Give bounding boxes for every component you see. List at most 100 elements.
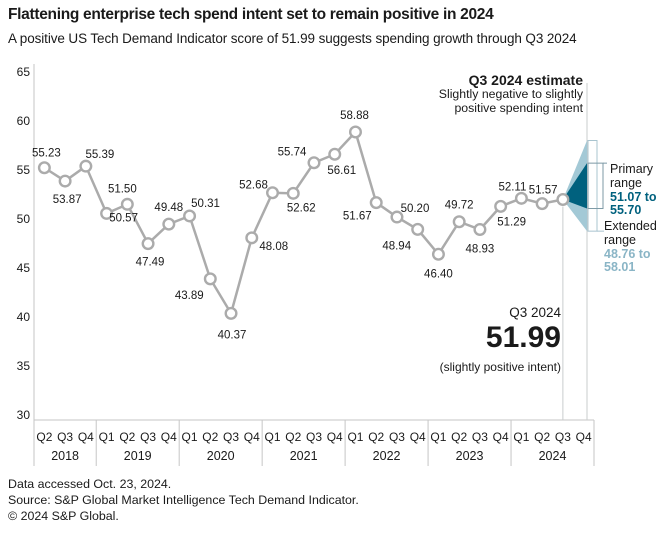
data-point (58, 174, 72, 188)
data-point-label: 48.93 (466, 243, 495, 255)
data-point (535, 197, 549, 211)
data-point-label: 48.08 (259, 241, 288, 253)
data-point (203, 272, 217, 286)
extended-range-legend: Extended range 48.76 to 58.01 (604, 219, 660, 275)
x-quarter-label: Q3 (223, 430, 239, 444)
data-point (514, 191, 528, 205)
x-quarter-label: Q2 (285, 430, 301, 444)
x-year-label: 2020 (207, 449, 235, 463)
estimate-callout: Q3 2024 51.99 (slightly positive intent) (440, 305, 561, 374)
data-point (224, 306, 238, 320)
data-point (556, 192, 570, 206)
data-point (473, 222, 487, 236)
primary-range-label: Primary range (610, 162, 654, 190)
x-quarter-label: Q4 (410, 430, 426, 444)
data-point-label: 47.49 (136, 257, 165, 269)
y-tick-label: 45 (17, 261, 31, 275)
x-quarter-label: Q4 (493, 430, 509, 444)
x-quarter-label: Q1 (182, 430, 198, 444)
x-quarter-label: Q2 (534, 430, 550, 444)
primary-range-bracket (587, 162, 604, 210)
data-point-label: 58.88 (340, 110, 369, 122)
data-point (369, 196, 383, 210)
estimate-annotation-line2: positive spending intent (454, 100, 583, 115)
footer-source: Source: S&P Global Market Intelligence T… (8, 493, 359, 507)
estimate-annotation-heading: Q3 2024 estimate (468, 72, 583, 88)
callout-note: (slightly positive intent) (439, 360, 561, 374)
x-year-label: 2024 (539, 449, 567, 463)
x-year-label: 2023 (456, 449, 484, 463)
extended-range-bracket (587, 140, 598, 232)
x-quarter-label: Q1 (347, 430, 363, 444)
x-quarter-label: Q1 (430, 430, 446, 444)
data-point-label: 52.11 (498, 181, 526, 193)
y-tick-label: 50 (17, 212, 31, 226)
x-quarter-label: Q2 (368, 430, 384, 444)
x-year-label: 2021 (290, 449, 318, 463)
y-tick-label: 65 (17, 65, 31, 79)
data-point (37, 161, 51, 175)
y-tick-label: 55 (17, 163, 31, 177)
data-point-label: 55.23 (32, 148, 61, 160)
data-point-label: 50.20 (401, 203, 430, 215)
data-point-label: 49.48 (154, 202, 183, 214)
data-point (245, 231, 259, 245)
data-point (162, 217, 176, 231)
extended-range-label: Extended range (604, 219, 657, 247)
x-quarter-label: Q2 (451, 430, 467, 444)
x-quarter-label: Q4 (161, 430, 177, 444)
data-point-label: 55.74 (278, 147, 307, 159)
y-tick-label: 30 (17, 408, 31, 422)
data-point (183, 209, 197, 223)
callout-quarter: Q3 2024 (509, 305, 561, 320)
x-quarter-label: Q3 (57, 430, 73, 444)
primary-range-legend: Primary range 51.07 to 55.70 (610, 162, 660, 218)
data-point-label: 50.31 (191, 198, 220, 210)
primary-range-values: 51.07 to 55.70 (610, 189, 657, 218)
data-point (431, 247, 445, 261)
data-point (286, 186, 300, 200)
data-point-label: 51.50 (108, 183, 137, 195)
footer-copyright: © 2024 S&P Global. (8, 509, 119, 523)
data-point (266, 186, 280, 200)
x-quarter-label: Q1 (265, 430, 281, 444)
data-point-label: 46.40 (424, 268, 453, 280)
data-point-label: 53.87 (53, 194, 82, 206)
callout-value: 51.99 (485, 321, 561, 354)
x-quarter-label: Q3 (140, 430, 156, 444)
estimate-annotation-line1: Slightly negative to slightly (438, 87, 583, 101)
x-quarter-label: Q2 (36, 430, 52, 444)
x-quarter-label: Q2 (119, 430, 135, 444)
chart-subtitle: A positive US Tech Demand Indicator scor… (8, 31, 577, 46)
data-point (328, 147, 342, 161)
data-point (452, 215, 466, 229)
footer-accessed: Data accessed Oct. 23, 2024. (8, 477, 172, 491)
data-point (307, 156, 321, 170)
x-quarter-label: Q4 (327, 430, 343, 444)
x-quarter-label: Q4 (78, 430, 94, 444)
data-point-label: 56.61 (327, 165, 356, 177)
chart-canvas: 65 60 55 50 45 40 35 30 Q2 Q3 Q4 2018 Q1 Q2 Q3 Q4 2019 Q1… (17, 64, 607, 466)
x-quarter-label: Q2 (202, 430, 218, 444)
data-point (79, 159, 93, 173)
footer: Data accessed Oct. 23, 2024. Source: S&P… (8, 476, 359, 524)
data-point-label: 43.89 (175, 290, 204, 302)
data-point (494, 199, 508, 213)
estimate-annotation: Q3 2024 estimate Slightly negative to sl… (439, 73, 583, 115)
y-tick-label: 60 (17, 114, 31, 128)
data-point (348, 125, 362, 139)
data-point (120, 197, 134, 211)
data-point-label: 49.72 (445, 200, 474, 212)
data-point-label: 50.57 (109, 212, 138, 224)
data-point-label: 40.37 (218, 329, 247, 341)
x-quarter-label: Q3 (555, 430, 571, 444)
data-point-label: 48.94 (382, 240, 411, 252)
data-point-label: 52.62 (287, 202, 316, 214)
data-point-label: 51.67 (343, 211, 372, 223)
x-quarter-label: Q3 (306, 430, 322, 444)
data-point (100, 206, 114, 220)
data-point-label: 51.29 (497, 216, 526, 228)
x-quarter-label: Q4 (576, 430, 592, 444)
x-year-label: 2022 (373, 449, 401, 463)
